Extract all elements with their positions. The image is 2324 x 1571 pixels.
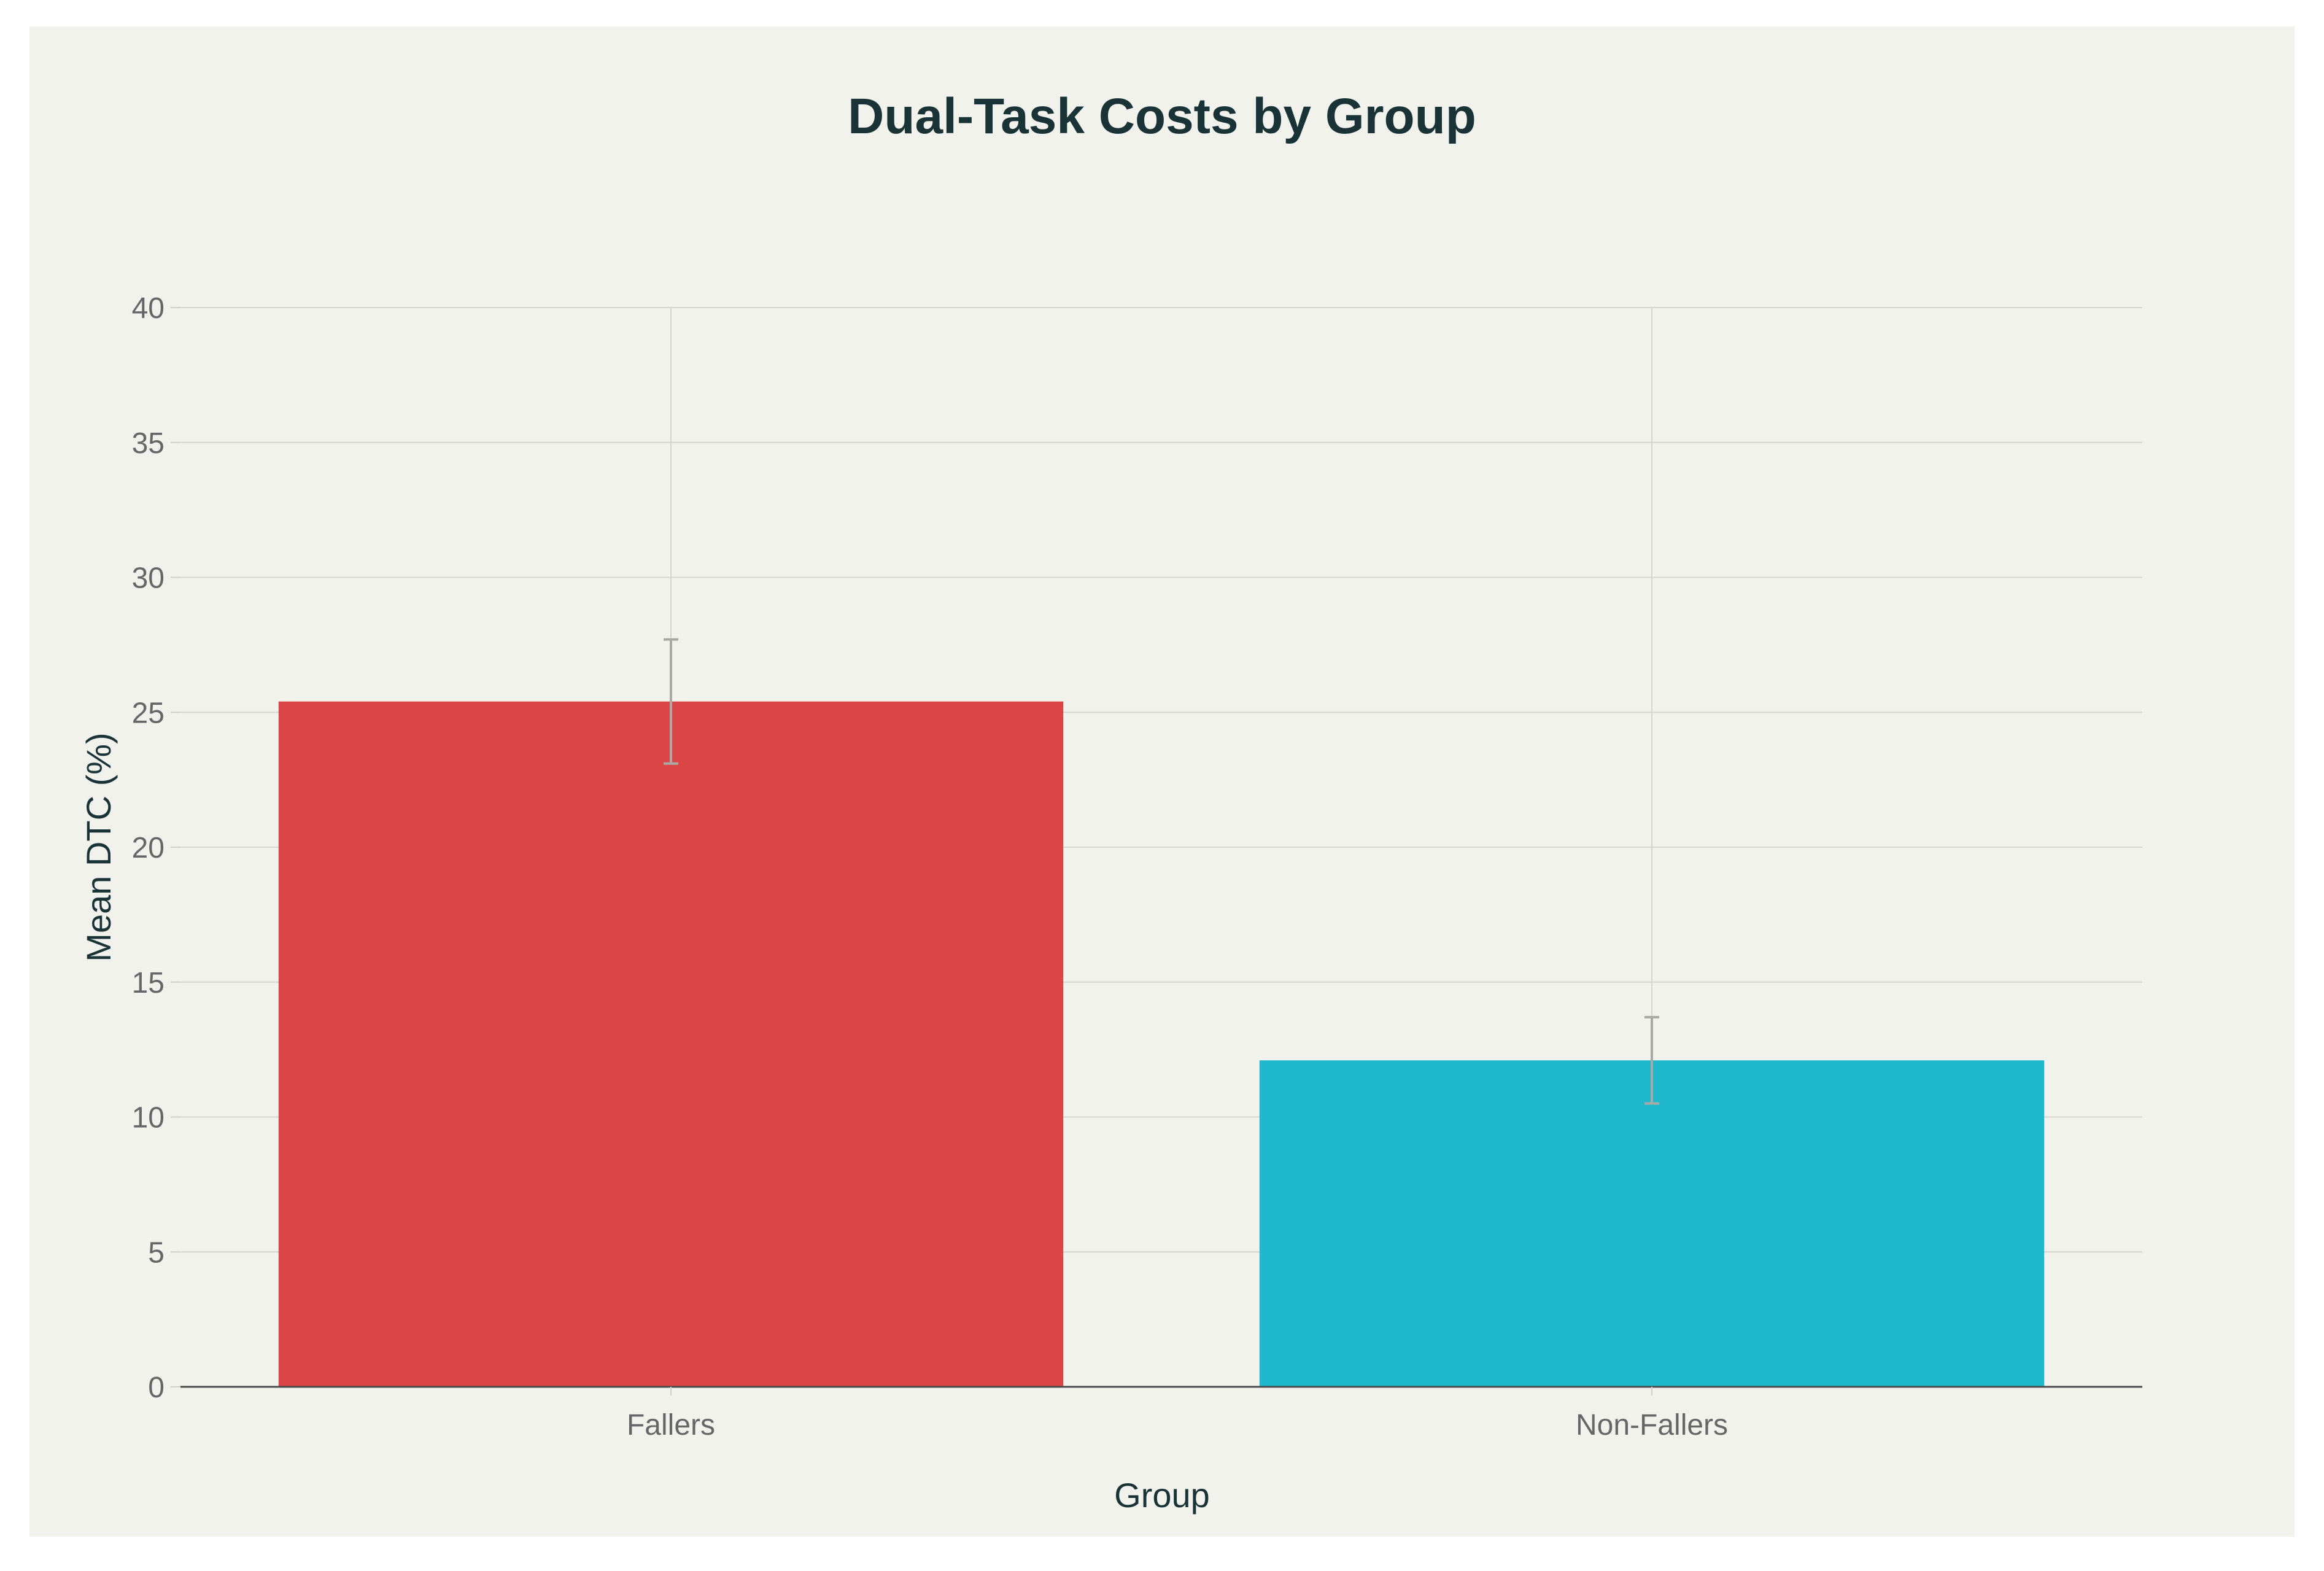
y-tick-label: 40	[132, 292, 165, 325]
chart-panel: Dual-Task Costs by Group 0 5 10 15 20 25 30 35 4…	[29, 26, 2295, 1537]
y-tick-label: 5	[148, 1236, 165, 1269]
y-tick-label: 10	[132, 1102, 165, 1135]
y-tick-label: 0	[148, 1371, 165, 1404]
chart-title: Dual-Task Costs by Group	[848, 88, 1476, 144]
y-tick-label: 15	[132, 967, 165, 999]
y-axis-title: Mean DTC (%)	[79, 732, 118, 961]
error-bars	[664, 638, 1659, 1105]
y-tick-label: 30	[132, 562, 165, 595]
bar-chart: Dual-Task Costs by Group 0 5 10 15 20 25 30 35 4…	[79, 88, 2142, 1515]
bar-fallers	[278, 701, 1064, 1387]
x-tick-label: Non-Fallers	[1576, 1409, 1728, 1441]
y-tick-label: 25	[132, 697, 165, 729]
y-tick-label: 20	[132, 832, 165, 864]
x-tick-label: Fallers	[627, 1409, 715, 1441]
y-tick-label: 35	[132, 427, 165, 460]
error-bar	[1644, 1015, 1659, 1105]
x-axis-title: Group	[1114, 1476, 1210, 1515]
error-bar	[664, 638, 678, 765]
y-tick-labels: 0 5 10 15 20 25 30 35 40	[132, 292, 165, 1404]
x-tick-labels: Fallers Non-Fallers	[627, 1387, 1728, 1441]
bar-non-fallers	[1259, 1060, 2045, 1387]
bars	[278, 701, 2045, 1387]
